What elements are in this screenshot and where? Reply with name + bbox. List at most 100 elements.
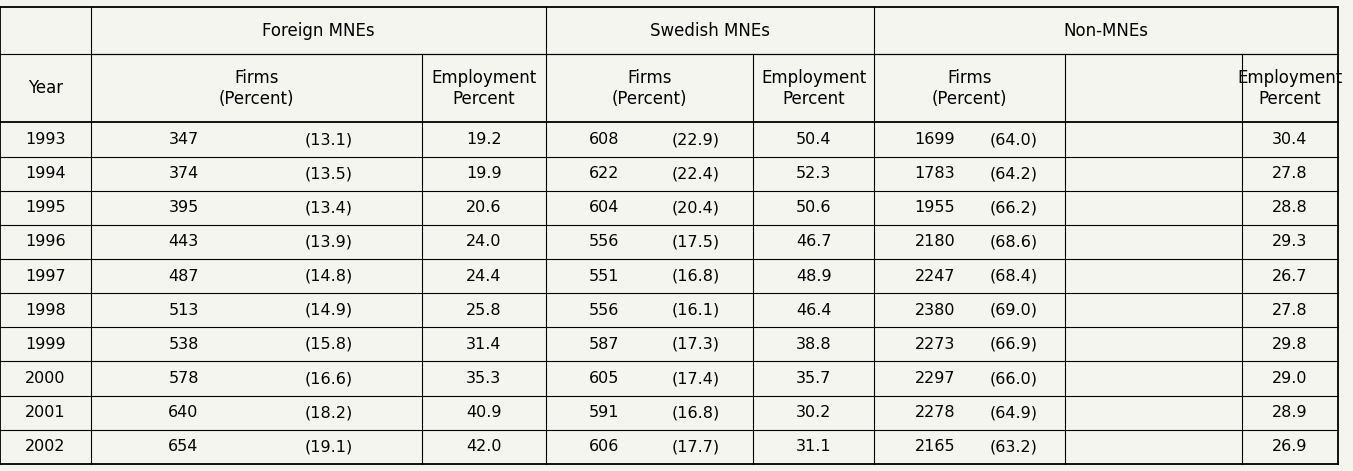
Text: 28.9: 28.9 [1272, 405, 1308, 420]
Text: 28.8: 28.8 [1272, 200, 1308, 215]
Text: 2278: 2278 [915, 405, 955, 420]
Text: (64.0): (64.0) [989, 132, 1038, 147]
Text: 27.8: 27.8 [1272, 303, 1308, 318]
Text: 2002: 2002 [26, 439, 66, 455]
Text: 30.2: 30.2 [796, 405, 831, 420]
Text: 29.8: 29.8 [1272, 337, 1308, 352]
Text: (16.8): (16.8) [671, 405, 720, 420]
Text: 26.7: 26.7 [1272, 268, 1308, 284]
Text: Year: Year [28, 79, 64, 97]
Text: 46.4: 46.4 [796, 303, 831, 318]
Text: 374: 374 [168, 166, 199, 181]
Text: 622: 622 [589, 166, 620, 181]
Text: (68.6): (68.6) [989, 235, 1038, 250]
Text: 38.8: 38.8 [796, 337, 831, 352]
Text: 46.7: 46.7 [796, 235, 831, 250]
Text: Firms
(Percent): Firms (Percent) [932, 69, 1007, 108]
Text: (17.5): (17.5) [671, 235, 720, 250]
Text: 2297: 2297 [915, 371, 955, 386]
Text: 395: 395 [168, 200, 199, 215]
Text: 2165: 2165 [915, 439, 955, 455]
Text: 29.0: 29.0 [1272, 371, 1308, 386]
Text: 19.2: 19.2 [465, 132, 502, 147]
Text: Foreign MNEs: Foreign MNEs [262, 22, 375, 40]
Text: (22.9): (22.9) [671, 132, 720, 147]
Text: 591: 591 [589, 405, 620, 420]
Text: 1783: 1783 [915, 166, 955, 181]
Text: 52.3: 52.3 [796, 166, 831, 181]
Text: 48.9: 48.9 [796, 268, 831, 284]
Text: 551: 551 [589, 268, 620, 284]
Text: (19.1): (19.1) [304, 439, 353, 455]
Text: 29.3: 29.3 [1272, 235, 1307, 250]
Text: 556: 556 [589, 235, 620, 250]
Text: (66.0): (66.0) [989, 371, 1038, 386]
Text: 27.8: 27.8 [1272, 166, 1308, 181]
Text: 20.6: 20.6 [465, 200, 502, 215]
Text: 608: 608 [589, 132, 620, 147]
Text: (13.5): (13.5) [304, 166, 353, 181]
Text: 35.3: 35.3 [465, 371, 502, 386]
Text: 1999: 1999 [26, 337, 66, 352]
Text: 1996: 1996 [26, 235, 66, 250]
Text: (63.2): (63.2) [989, 439, 1038, 455]
Text: 1994: 1994 [26, 166, 66, 181]
Text: 347: 347 [168, 132, 199, 147]
Text: Employment
Percent: Employment Percent [760, 69, 866, 108]
Text: 604: 604 [589, 200, 620, 215]
Text: 538: 538 [168, 337, 199, 352]
Text: 50.4: 50.4 [796, 132, 831, 147]
Text: (13.4): (13.4) [304, 200, 353, 215]
Text: 2001: 2001 [26, 405, 66, 420]
Text: 1995: 1995 [26, 200, 66, 215]
Text: (17.3): (17.3) [671, 337, 720, 352]
Text: (17.4): (17.4) [671, 371, 720, 386]
Text: 19.9: 19.9 [465, 166, 502, 181]
Text: 24.4: 24.4 [465, 268, 502, 284]
Text: (66.2): (66.2) [989, 200, 1038, 215]
Text: 443: 443 [168, 235, 199, 250]
Text: (22.4): (22.4) [671, 166, 720, 181]
Text: (69.0): (69.0) [989, 303, 1038, 318]
Text: 40.9: 40.9 [465, 405, 502, 420]
Text: 487: 487 [168, 268, 199, 284]
Text: Swedish MNEs: Swedish MNEs [649, 22, 770, 40]
Text: 556: 556 [589, 303, 620, 318]
Text: (15.8): (15.8) [304, 337, 353, 352]
Text: 1993: 1993 [26, 132, 66, 147]
Text: 606: 606 [589, 439, 620, 455]
Text: 26.9: 26.9 [1272, 439, 1308, 455]
Text: 2000: 2000 [26, 371, 66, 386]
Text: (16.8): (16.8) [671, 268, 720, 284]
Text: 654: 654 [168, 439, 199, 455]
Text: 587: 587 [589, 337, 620, 352]
Text: 35.7: 35.7 [796, 371, 831, 386]
Text: 1699: 1699 [915, 132, 955, 147]
Text: 1955: 1955 [915, 200, 955, 215]
Text: 30.4: 30.4 [1272, 132, 1307, 147]
Text: (14.9): (14.9) [304, 303, 353, 318]
Text: (13.9): (13.9) [304, 235, 353, 250]
Text: 25.8: 25.8 [465, 303, 502, 318]
Text: Employment
Percent: Employment Percent [1238, 69, 1342, 108]
Text: 31.4: 31.4 [465, 337, 502, 352]
Text: (66.9): (66.9) [989, 337, 1038, 352]
Text: 2247: 2247 [915, 268, 955, 284]
Text: (20.4): (20.4) [671, 200, 720, 215]
Text: (18.2): (18.2) [304, 405, 353, 420]
Text: (64.9): (64.9) [989, 405, 1038, 420]
Text: (16.6): (16.6) [304, 371, 353, 386]
Text: (16.1): (16.1) [671, 303, 720, 318]
Text: 2180: 2180 [915, 235, 955, 250]
Text: (64.2): (64.2) [989, 166, 1038, 181]
Text: 2380: 2380 [915, 303, 955, 318]
Text: (13.1): (13.1) [304, 132, 353, 147]
Text: 24.0: 24.0 [465, 235, 502, 250]
Text: 513: 513 [168, 303, 199, 318]
Text: 1998: 1998 [26, 303, 66, 318]
Text: (17.7): (17.7) [671, 439, 720, 455]
Text: 1997: 1997 [26, 268, 66, 284]
Text: 50.6: 50.6 [796, 200, 831, 215]
Text: 640: 640 [168, 405, 199, 420]
Text: 605: 605 [589, 371, 620, 386]
